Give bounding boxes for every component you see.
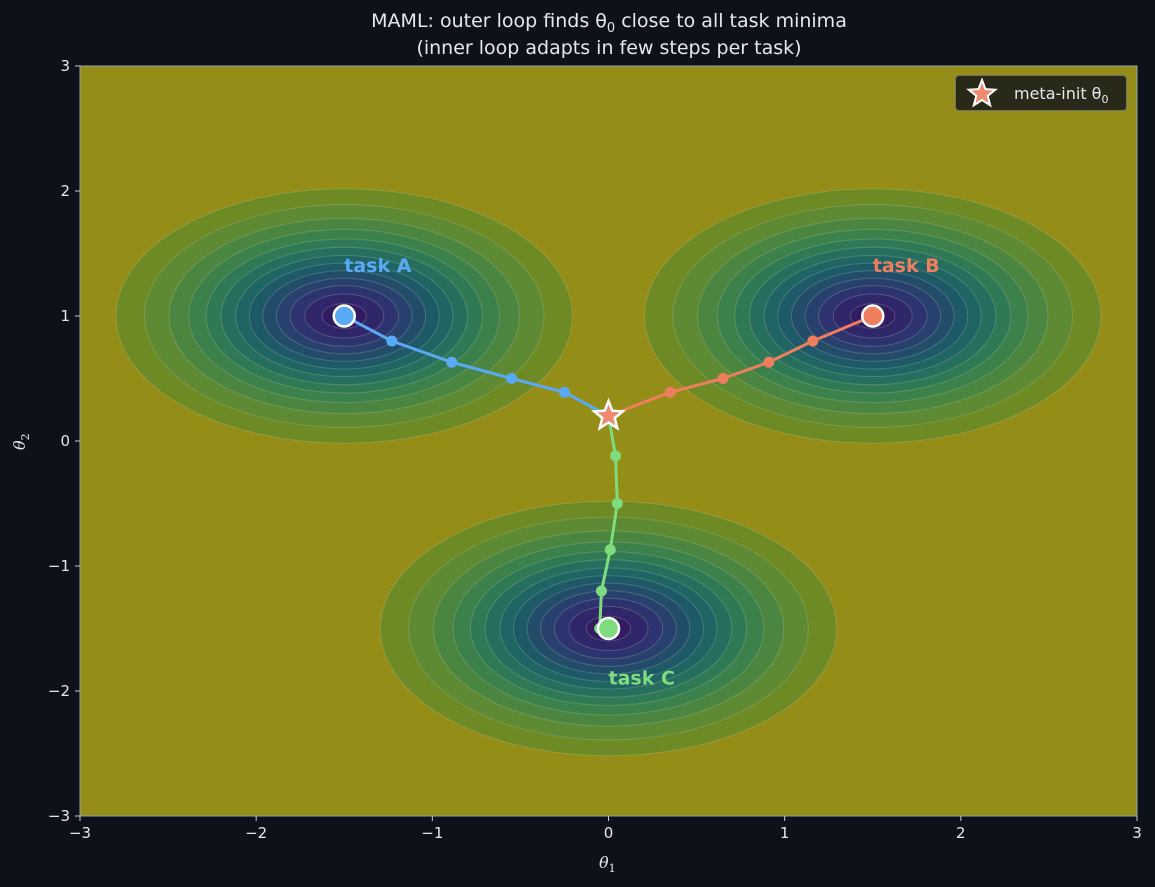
- meta-init-star: [590, 397, 627, 431]
- path-step-point: [717, 373, 729, 384]
- x-tick-label: −3: [69, 824, 91, 842]
- task-label: task B: [873, 255, 940, 277]
- y-tick-label: −2: [48, 682, 70, 700]
- x-tick-label: 3: [1132, 824, 1142, 842]
- legend-star-icon: [966, 77, 998, 108]
- task-minimum-point: [332, 304, 356, 328]
- task-minimum-point: [596, 616, 621, 641]
- legend: meta-init θ0: [955, 75, 1127, 111]
- path-step-point: [446, 356, 458, 368]
- chart-title-line2: (inner loop adapts in few steps per task…: [416, 37, 802, 59]
- x-tick-label: 0: [604, 824, 614, 842]
- path-step-point: [611, 498, 623, 509]
- path-step-point: [604, 544, 616, 556]
- legend-label: meta-init θ0: [1014, 84, 1109, 107]
- chart-title-line1: MAML: outer loop finds θ0 close to all t…: [371, 10, 847, 36]
- task-label: task C: [609, 668, 675, 690]
- y-tick-label: 0: [60, 432, 70, 450]
- path-step-point: [763, 356, 775, 368]
- path-step-point: [664, 386, 676, 398]
- task-minimum-point: [861, 304, 885, 328]
- x-tick-label: 1: [780, 824, 790, 842]
- x-tick-label: 2: [956, 824, 966, 842]
- path-step-point: [506, 373, 518, 384]
- y-tick-label: −3: [48, 807, 70, 825]
- x-tick-label: −1: [421, 824, 443, 842]
- path-step-point: [595, 585, 607, 597]
- y-tick-label: 3: [60, 57, 70, 75]
- y-tick-label: −1: [48, 557, 70, 575]
- adaptation-path: [343, 314, 610, 418]
- adaptation-path: [607, 314, 874, 418]
- path-step-point: [558, 386, 570, 398]
- path-step-point: [610, 450, 622, 462]
- x-tick-label: −2: [245, 824, 267, 842]
- task-label: task A: [344, 255, 411, 277]
- y-tick-label: 1: [60, 307, 70, 325]
- y-tick-label: 2: [60, 182, 70, 200]
- x-axis-label: θ1: [599, 853, 616, 876]
- path-step-point: [807, 335, 819, 347]
- y-axis-label: θ2: [10, 433, 33, 450]
- path-step-point: [386, 335, 398, 347]
